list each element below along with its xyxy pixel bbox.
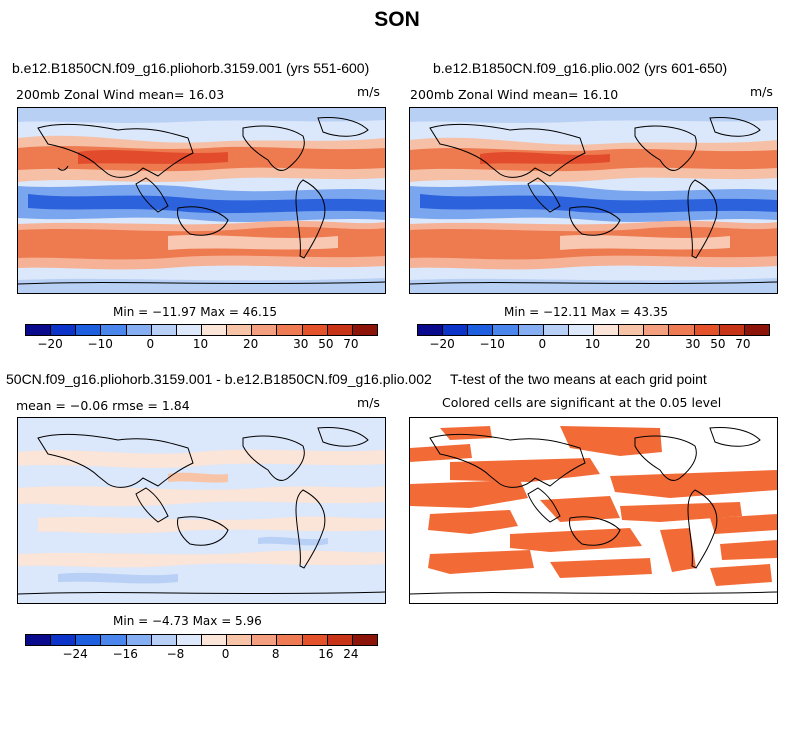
panel4-map [409,417,778,604]
colorbar-segment [26,635,52,645]
colorbar-tick-label: −10 [87,337,113,351]
colorbar-tick-label: 20 [635,337,651,351]
colorbar-segment [277,325,303,335]
panel2-minmax: Min = −12.11 Max = 43.35 [504,305,669,319]
colorbar-segment [744,325,769,335]
colorbar-segment [76,635,102,645]
colorbar-tick-label: 70 [735,337,751,351]
colorbar-tick-label: 70 [343,337,359,351]
colorbar-segment [443,325,469,335]
colorbar-segment [543,325,569,335]
colorbar-tick-label: 50 [710,337,726,351]
colorbar-segment [277,635,303,645]
colorbar-segment [201,635,228,645]
colorbar-segment [468,325,494,335]
panel2-units: m/s [750,84,773,99]
colorbar-segment [352,635,377,645]
colorbar-segment [126,635,152,645]
colorbar-segment [176,325,202,335]
panel3-map [17,417,386,604]
panel4-title: T-test of the two means at each grid poi… [450,371,707,387]
colorbar-tick-label: −10 [479,337,505,351]
colorbar-tick-label: −20 [429,337,455,351]
panel2-map [409,107,778,294]
colorbar-segment [252,635,278,645]
colorbar-tick-label: 0 [538,337,547,351]
colorbar-segment [51,635,77,645]
colorbar-segment [593,325,620,335]
colorbar-tick-label: −20 [37,337,63,351]
colorbar-segment [327,325,353,335]
colorbar-segment [719,325,745,335]
colorbar-segment [418,325,444,335]
colorbar-tick-label: −16 [112,647,138,661]
colorbar-segment [644,325,670,335]
panel2-title: b.e12.B1850CN.f09_g16.plio.002 (yrs 601-… [433,60,728,76]
colorbar-segment [126,325,152,335]
panel2-left-label: 200mb Zonal Wind mean= 16.10 [410,87,619,102]
colorbar-tick-label: 10 [192,337,209,351]
colorbar-segment [493,325,519,335]
colorbar-segment [619,325,645,335]
colorbar-tick-label: 30 [685,337,701,351]
panel3-units: m/s [357,395,380,410]
colorbar-tick-label: 30 [293,337,309,351]
colorbar-segment [151,635,177,645]
panel1-units: m/s [357,84,380,99]
colorbar-segment [352,325,377,335]
panel2-colorbar-ticks: −20 −10 0 10 20 30 50 70 [417,337,768,353]
colorbar-segment [302,635,328,645]
panel4-subtitle: Colored cells are significant at the 0.0… [442,395,722,410]
colorbar-segment [327,635,353,645]
colorbar-tick-label: 24 [343,647,359,661]
colorbar-segment [227,325,253,335]
colorbar-segment [26,325,52,335]
panel1-title: b.e12.B1850CN.f09_g16.pliohorb.3159.001 … [12,60,370,76]
panel1-colorbar [25,324,378,336]
colorbar-segment [694,325,720,335]
colorbar-segment [201,325,228,335]
panel2-colorbar [417,324,770,336]
colorbar-segment [227,635,253,645]
colorbar-segment [76,325,102,335]
colorbar-segment [176,635,202,645]
colorbar-tick-label: 8 [271,647,280,661]
colorbar-segment [101,635,127,645]
panel3-colorbar [25,634,378,646]
colorbar-tick-label: −24 [62,647,88,661]
panel1-minmax: Min = −11.97 Max = 46.15 [113,305,278,319]
panel3-colorbar-ticks: −24 −16 −8 0 8 16 24 [25,647,376,663]
figure-title: SON [374,8,420,31]
colorbar-tick-label: 10 [584,337,601,351]
colorbar-tick-label: 50 [318,337,334,351]
colorbar-segment [151,325,177,335]
colorbar-segment [252,325,278,335]
colorbar-segment [302,325,328,335]
colorbar-tick-label: 0 [146,337,155,351]
colorbar-segment [101,325,127,335]
colorbar-segment [669,325,695,335]
panel1-map [17,107,386,294]
colorbar-tick-label: 16 [318,647,334,661]
colorbar-segment [568,325,594,335]
panel3-left-label: mean = −0.06 rmse = 1.84 [16,398,190,413]
colorbar-segment [51,325,77,335]
panel3-minmax: Min = −4.73 Max = 5.96 [113,614,262,628]
colorbar-tick-label: −8 [166,647,185,661]
colorbar-tick-label: 20 [243,337,259,351]
panel1-left-label: 200mb Zonal Wind mean= 16.03 [16,87,225,102]
panel3-title: 50CN.f09_g16.pliohorb.3159.001 - b.e12.B… [6,371,432,387]
colorbar-tick-label: 0 [221,647,230,661]
panel1-colorbar-ticks: −20 −10 0 10 20 30 50 70 [25,337,376,353]
colorbar-segment [518,325,544,335]
